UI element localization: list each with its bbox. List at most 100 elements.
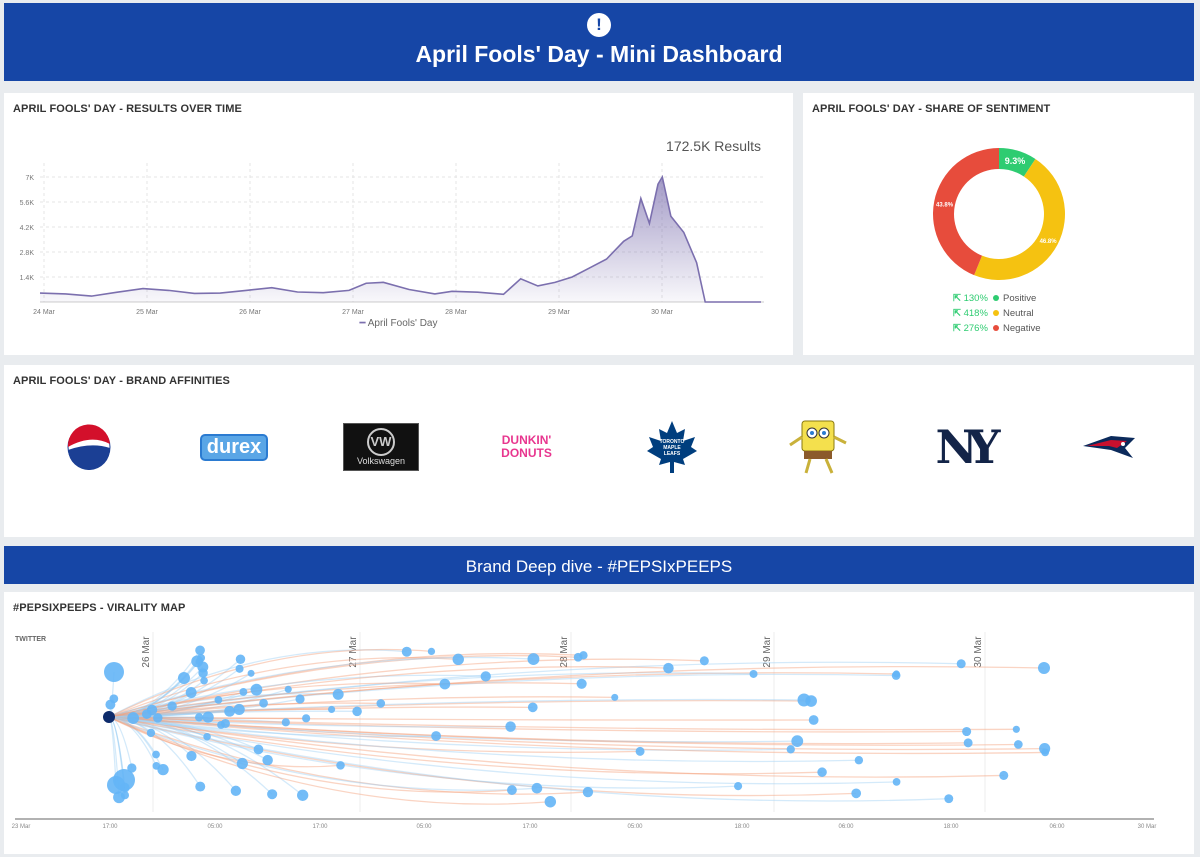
x-tick-label: 24 Mar [33,309,55,316]
results-chart: 1.4K 2.8K 4.2K 5.6K 7K 24 Mar 25 Mar 26 Mar 27 M… [20,163,764,316]
share-link [108,672,204,718]
share-node [582,786,594,798]
share-link [108,672,252,718]
share-link [108,716,857,797]
share-link [108,660,198,718]
share-node [439,678,451,690]
share-link [108,648,432,718]
share-link [108,693,339,718]
x-tick-label: 05:00 [416,824,432,830]
maple-leafs-lettering: Toronto Maple Leafs [659,439,685,457]
chart-legend[interactable]: ━ April Fools' Day [359,318,438,329]
share-node [956,659,966,669]
share-link [108,716,967,733]
share-link [108,716,226,725]
share-link [108,716,641,753]
share-link [108,665,1045,718]
share-node [195,645,205,656]
x-tick-label: 17:00 [522,824,538,830]
legend-label: Negative [1003,323,1041,334]
x-tick-label: 25 Mar [136,309,158,316]
brand-logo-pepsi[interactable] [64,417,114,477]
share-node [105,699,116,710]
x-tick-label: 23 Mar [12,824,31,830]
share-link [108,674,486,718]
slice-label: 43.8% [936,202,954,208]
share-link [108,716,823,775]
share-node [573,652,583,662]
x-tick-label: 26 Mar [239,309,261,316]
share-link [108,672,754,718]
virality-map[interactable]: 23 Mar 17:00 05:00 17:00 05:00 17:00 05:00 18:0… [4,592,1194,854]
share-node [214,695,223,704]
share-node [531,782,543,794]
share-link [108,716,949,802]
share-link [108,658,705,718]
share-node [376,699,386,708]
share-link [108,696,615,718]
brand-logo-dunkin-donuts[interactable]: DUNKIN' DONUTS [501,433,552,460]
brand-logo-spongebob[interactable] [784,417,852,477]
brand-logo-volkswagen[interactable]: VW Volkswagen [341,417,421,477]
change-value: ⇱ 130% [953,293,988,304]
share-node [247,669,255,677]
change-value: ⇱ 418% [953,308,988,319]
share-link [108,716,739,789]
date-marker: 30 Mar [973,636,984,668]
legend-item-positive[interactable]: ⇱ 130% Positive [953,293,1036,304]
results-over-time-panel: APRIL FOOLS' DAY - RESULTS OVER TIME 172… [4,93,793,355]
slice-label: 9.3% [1005,156,1026,166]
share-node [576,678,587,689]
donut-slice-neutral [974,158,1065,280]
panel-title: APRIL FOOLS' DAY - SHARE OF SENTIMENT [812,103,1051,115]
share-node [202,711,214,723]
date-marker: 29 Mar [762,636,773,668]
y-tick-label: 2.8K [20,250,35,257]
page-title: April Fools' Day - Mini Dashboard [415,41,783,67]
share-node [235,664,244,673]
x-tick-label: 17:00 [102,824,118,830]
brand-logo-yankees[interactable]: NY [935,420,1001,474]
share-node [635,746,645,756]
share-link [108,716,511,728]
share-link [108,657,459,718]
share-link [108,716,798,743]
x-tick-label: 06:00 [1049,824,1065,830]
share-link [108,716,259,751]
panel-title: #PEPSIXPEEPS - VIRALITY MAP [13,602,186,614]
share-link [108,716,1046,755]
share-link [108,716,969,745]
x-tick-label: 06:00 [838,824,854,830]
share-link [108,649,201,718]
share-link [108,702,264,718]
brand-logo-durex[interactable]: durex [194,417,274,477]
brand-logo-patriots[interactable] [1079,417,1139,477]
x-tick-label: 18:00 [943,824,959,830]
x-tick-label: 28 Mar [445,309,467,316]
panel-title: APRIL FOOLS' DAY - RESULTS OVER TIME [13,103,242,115]
share-link [108,657,202,718]
share-link [108,716,243,765]
share-link [108,716,537,791]
series-area [40,177,761,302]
legend-item-negative[interactable]: ⇱ 276% Negative [953,323,1041,334]
share-node [734,782,743,791]
brand-logo-maple-leafs[interactable]: Toronto Maple Leafs [642,417,702,477]
share-node [797,693,811,707]
share-link [108,716,1045,751]
share-node [699,656,709,666]
share-node [178,672,190,684]
share-node [544,796,557,808]
share-node [944,794,954,804]
share-node [233,703,245,716]
share-node [352,706,362,717]
share-node [239,688,248,696]
share-node [220,718,230,729]
share-node [891,671,901,680]
share-node [153,713,163,723]
legend-item-neutral[interactable]: ⇱ 418% Neutral [953,308,1034,319]
series-line [39,174,761,303]
slice-label: 46.8% [1040,239,1058,245]
y-tick-label: 4.2K [20,225,35,232]
share-node [1041,748,1050,757]
